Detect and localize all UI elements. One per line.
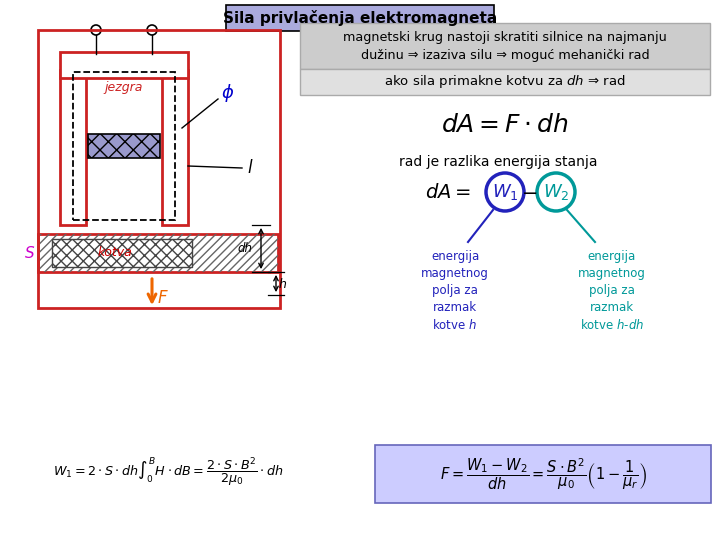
Text: energija
magnetnog
polja za
razmak
kotve $h$: energija magnetnog polja za razmak kotve… [421,250,489,333]
Bar [60,70,86,225]
Text: Sila privlačenja elektromagneta: Sila privlačenja elektromagneta [223,10,497,26]
Text: jezgra: jezgra [105,82,143,94]
Text: magnetski krug nastoji skratiti silnice na najmanju
dužinu ⇒ izaziva silu ⇒ mogu: magnetski krug nastoji skratiti silnice … [343,30,667,62]
Text: dh: dh [237,242,252,255]
Text: $dA =$: $dA =$ [425,183,471,201]
Text: rad je razlika energija stanja: rad je razlika energija stanja [399,155,598,169]
Text: $W_1 = 2 \cdot S \cdot dh\int_0^B H \cdot dB = \dfrac{2 \cdot S \cdot B^2}{2\mu_: $W_1 = 2 \cdot S \cdot dh\int_0^B H \cdo… [53,455,284,489]
Text: $dA = F \cdot dh$: $dA = F \cdot dh$ [441,113,569,137]
Bar [88,134,160,158]
Text: $-$: $-$ [521,183,537,201]
Text: S: S [25,246,35,261]
Text: ako sila primakne kotvu za $dh$ ⇒ rad: ako sila primakne kotvu za $dh$ ⇒ rad [384,73,626,91]
Text: $W_2$: $W_2$ [543,182,570,202]
Bar [60,52,188,78]
FancyBboxPatch shape [300,23,710,69]
FancyBboxPatch shape [300,69,710,95]
Text: F: F [158,289,168,307]
Text: h: h [279,278,287,291]
Bar [73,72,175,220]
Bar [162,70,188,225]
Text: kotva: kotva [98,246,132,260]
Bar [38,234,278,272]
Text: $\phi$: $\phi$ [221,82,235,104]
Text: energija
magnetnog
polja za
razmak
kotve $h$-$dh$: energija magnetnog polja za razmak kotve… [578,250,646,333]
Bar [38,234,278,272]
Bar [38,30,280,308]
FancyBboxPatch shape [226,5,494,31]
FancyBboxPatch shape [375,445,711,503]
Bar [80,54,172,76]
Text: $l$: $l$ [247,159,253,177]
Bar [52,239,192,267]
Text: $F = \dfrac{W_1-W_2}{dh} = \dfrac{S \cdot B^2}{\mu_0}\left(1-\dfrac{1}{\mu_r}\ri: $F = \dfrac{W_1-W_2}{dh} = \dfrac{S \cdo… [439,456,647,491]
Text: $W_1$: $W_1$ [492,182,518,202]
